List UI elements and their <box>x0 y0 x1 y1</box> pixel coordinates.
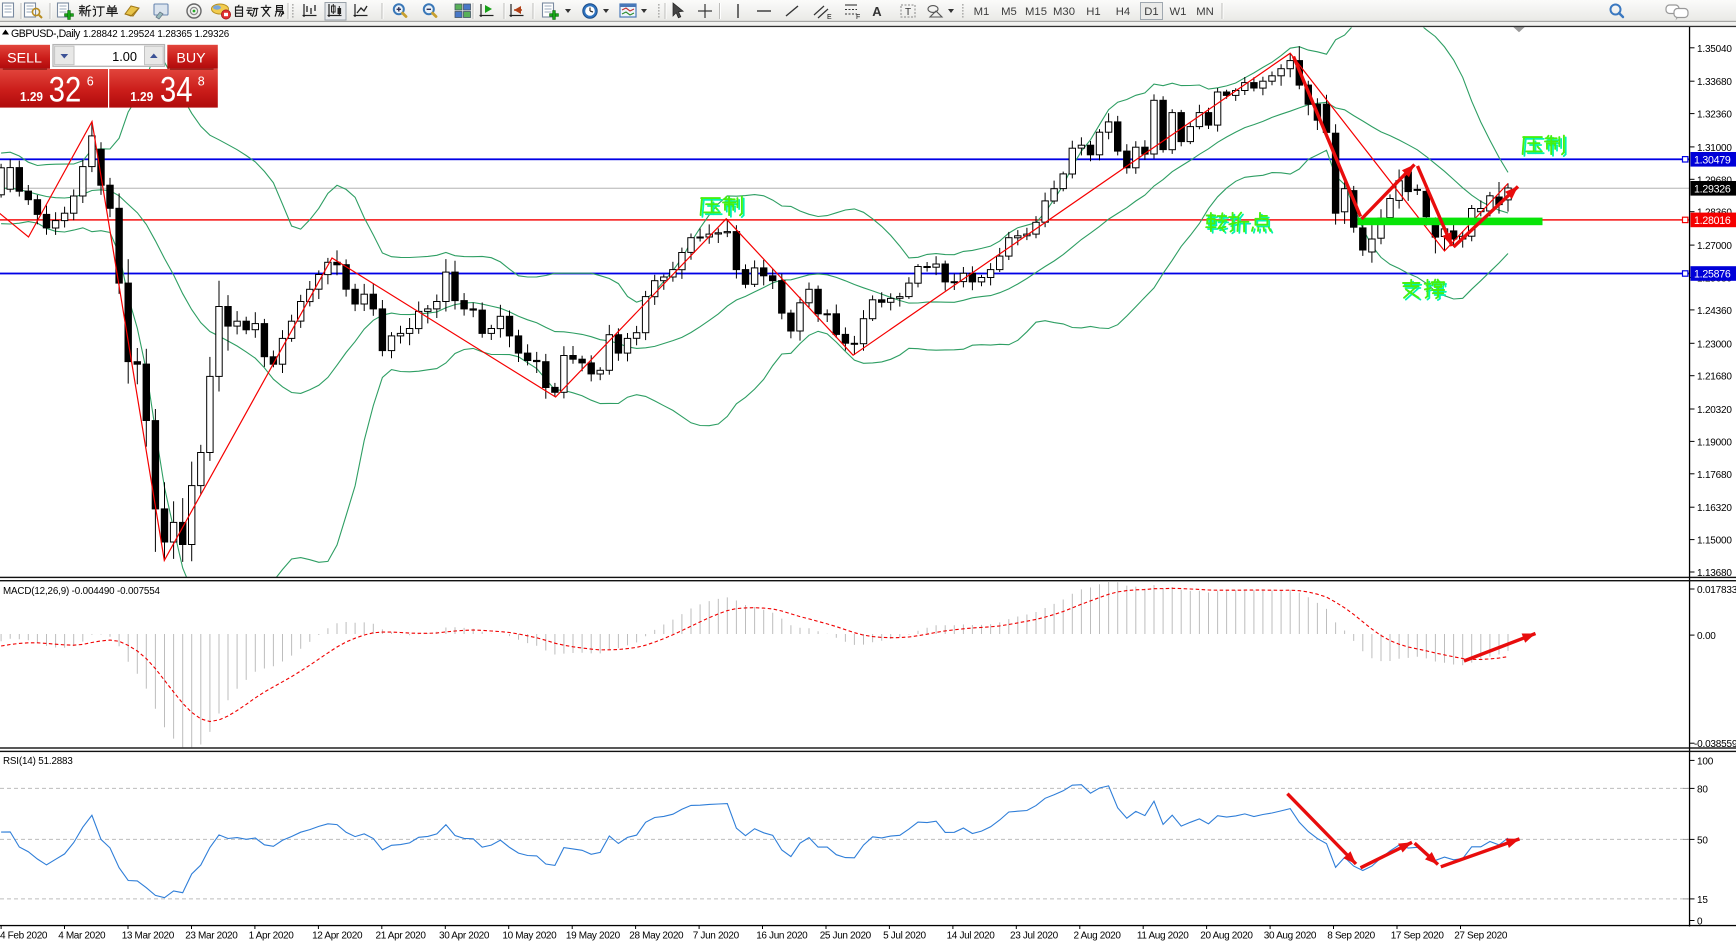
svg-text:T: T <box>905 7 911 18</box>
svg-text:1.15000: 1.15000 <box>1697 536 1732 547</box>
svg-text:0: 0 <box>1697 917 1703 928</box>
svg-text:M30: M30 <box>1053 6 1075 18</box>
svg-text:17 Sep 2020: 17 Sep 2020 <box>1391 931 1445 942</box>
svg-text:24 Feb 2020: 24 Feb 2020 <box>0 931 48 942</box>
svg-text:23 Jul 2020: 23 Jul 2020 <box>1010 931 1059 942</box>
svg-text:D1: D1 <box>1144 6 1158 18</box>
svg-text:16 Jun 2020: 16 Jun 2020 <box>756 931 808 942</box>
svg-text:1.25876: 1.25876 <box>1694 269 1731 281</box>
svg-text:20 Aug 2020: 20 Aug 2020 <box>1200 931 1253 942</box>
svg-text:32: 32 <box>49 70 82 110</box>
svg-text:M15: M15 <box>1025 6 1047 18</box>
svg-text:1.13680: 1.13680 <box>1697 568 1732 579</box>
svg-text:1 Apr 2020: 1 Apr 2020 <box>249 931 295 942</box>
svg-text:1.20320: 1.20320 <box>1697 405 1732 416</box>
svg-text:H4: H4 <box>1116 6 1130 18</box>
svg-text:E: E <box>827 14 832 21</box>
svg-text:80: 80 <box>1697 784 1708 795</box>
svg-text:1.23000: 1.23000 <box>1697 339 1732 350</box>
svg-text:34: 34 <box>160 70 193 110</box>
svg-text:F: F <box>856 14 860 21</box>
svg-text:13 Mar 2020: 13 Mar 2020 <box>122 931 175 942</box>
svg-text:W1: W1 <box>1170 6 1187 18</box>
svg-text:1.30479: 1.30479 <box>1694 155 1731 167</box>
svg-text:MACD(12,26,9) -0.004490 -0.007: MACD(12,26,9) -0.004490 -0.007554 <box>3 586 161 597</box>
svg-text:0.017833: 0.017833 <box>1697 585 1736 596</box>
svg-text:1.32360: 1.32360 <box>1697 110 1732 121</box>
svg-text:1.17680: 1.17680 <box>1697 470 1732 481</box>
svg-text:28 May 2020: 28 May 2020 <box>629 931 684 942</box>
svg-text:6: 6 <box>87 75 94 89</box>
svg-text:11 Aug 2020: 11 Aug 2020 <box>1137 931 1189 942</box>
svg-text:1.00: 1.00 <box>112 49 137 64</box>
svg-text:2 Aug 2020: 2 Aug 2020 <box>1074 931 1122 942</box>
svg-text:50: 50 <box>1697 835 1708 846</box>
svg-text:100: 100 <box>1697 756 1714 767</box>
svg-text:1.33680: 1.33680 <box>1697 77 1732 88</box>
svg-text:23 Mar 2020: 23 Mar 2020 <box>185 931 238 942</box>
svg-text:1.28842 1.29524 1.28365 1.2932: 1.28842 1.29524 1.28365 1.29326 <box>83 29 230 40</box>
svg-text:8: 8 <box>198 75 205 89</box>
svg-text:1.24360: 1.24360 <box>1697 306 1732 317</box>
svg-text:30 Aug 2020: 30 Aug 2020 <box>1264 931 1317 942</box>
svg-text:1.31000: 1.31000 <box>1697 143 1732 154</box>
svg-text:19 May 2020: 19 May 2020 <box>566 931 621 942</box>
svg-text:15: 15 <box>1697 895 1708 906</box>
svg-text:8 Sep 2020: 8 Sep 2020 <box>1327 931 1375 942</box>
svg-text:SELL: SELL <box>7 50 42 66</box>
svg-text:12 Apr 2020: 12 Apr 2020 <box>312 931 363 942</box>
svg-text:27 Sep 2020: 27 Sep 2020 <box>1454 931 1508 942</box>
svg-text:1.16320: 1.16320 <box>1697 503 1732 514</box>
svg-text:RSI(14) 51.2883: RSI(14) 51.2883 <box>3 756 73 767</box>
svg-text:1.35040: 1.35040 <box>1697 44 1732 55</box>
svg-text:7 Jun 2020: 7 Jun 2020 <box>693 931 740 942</box>
svg-text:-0.038559: -0.038559 <box>1694 739 1736 750</box>
svg-text:M5: M5 <box>1001 6 1017 18</box>
svg-text:1.21680: 1.21680 <box>1697 372 1732 383</box>
svg-text:10 May 2020: 10 May 2020 <box>502 931 557 942</box>
svg-text:1.28016: 1.28016 <box>1694 215 1731 227</box>
svg-text:4 Mar 2020: 4 Mar 2020 <box>58 931 106 942</box>
svg-text:1.29680: 1.29680 <box>1697 175 1732 186</box>
svg-text:1.29326: 1.29326 <box>1694 184 1731 196</box>
svg-text:H1: H1 <box>1086 6 1100 18</box>
svg-text:A: A <box>872 4 882 19</box>
svg-text:1.19000: 1.19000 <box>1697 437 1732 448</box>
svg-text:5 Jul 2020: 5 Jul 2020 <box>883 931 926 942</box>
svg-text:1.29: 1.29 <box>130 89 153 104</box>
svg-text:21 Apr 2020: 21 Apr 2020 <box>376 931 427 942</box>
svg-text:1.27000: 1.27000 <box>1697 241 1732 252</box>
svg-text:0.00: 0.00 <box>1697 631 1716 642</box>
svg-text:30 Apr 2020: 30 Apr 2020 <box>439 931 490 942</box>
svg-text:MN: MN <box>1196 6 1214 18</box>
svg-text:1.29: 1.29 <box>20 89 43 104</box>
svg-text:25 Jun 2020: 25 Jun 2020 <box>820 931 872 942</box>
svg-text:BUY: BUY <box>176 50 206 66</box>
svg-text:GBPUSD-,Daily: GBPUSD-,Daily <box>11 28 81 40</box>
svg-text:M1: M1 <box>974 6 990 18</box>
svg-text:14 Jul 2020: 14 Jul 2020 <box>947 931 996 942</box>
